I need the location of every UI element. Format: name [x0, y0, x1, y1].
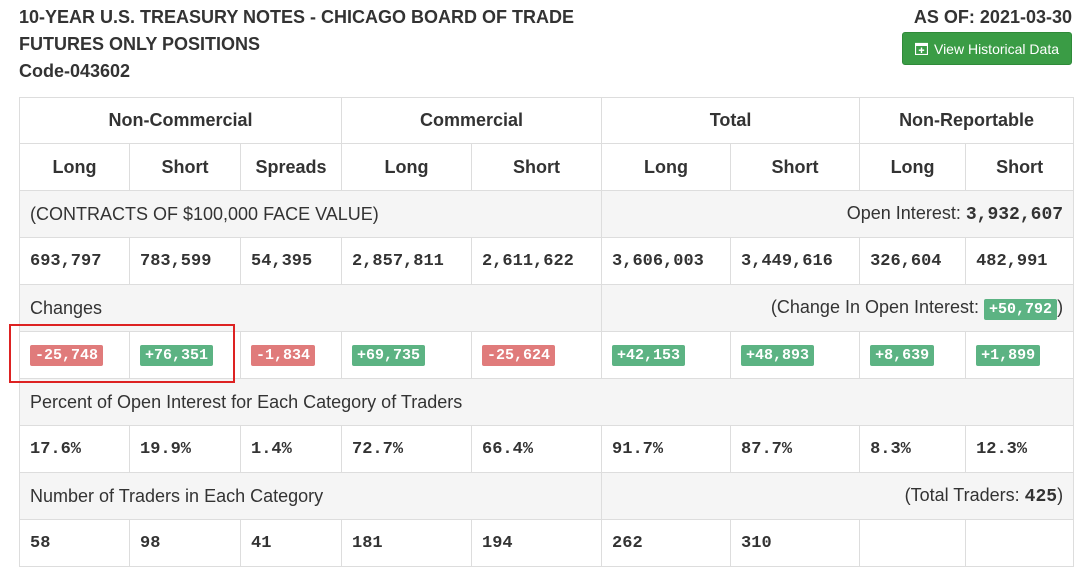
table-cell: 3,606,003 — [601, 237, 732, 285]
group-header-commercial: Commercial — [341, 97, 603, 144]
title-line-2: FUTURES ONLY POSITIONS — [19, 34, 261, 54]
table-cell: 181 — [341, 519, 473, 567]
col-header: Short — [129, 143, 241, 191]
table-cell: 3,449,616 — [730, 237, 861, 285]
view-historical-data-label: View Historical Data — [933, 40, 1059, 57]
table-cell: 326,604 — [859, 237, 967, 285]
open-interest-change: (Change In Open Interest: +50,792) — [601, 284, 1075, 332]
total-traders-suffix: ) — [1057, 485, 1064, 505]
table-cell: 194 — [471, 519, 603, 567]
changes-label: Changes — [18, 284, 603, 332]
oi-change-badge: +50,792 — [984, 298, 1058, 320]
total-traders-value: 425 — [1024, 487, 1058, 507]
table-cell: 66.4% — [471, 425, 603, 473]
as-of-date: AS OF: 2021-03-30 — [913, 7, 1072, 27]
table-cell: +69,735 — [341, 331, 473, 379]
table-cell: 262 — [601, 519, 732, 567]
col-header: Spreads — [239, 143, 343, 191]
open-interest-label: Open Interest: — [846, 203, 966, 223]
view-historical-data-button[interactable]: View Historical Data — [902, 32, 1072, 65]
table-cell: +8,639 — [859, 331, 967, 379]
table-cell: 482,991 — [965, 237, 1075, 285]
oi-change-suffix: ) — [1057, 296, 1064, 317]
table-cell: 19.9% — [129, 425, 241, 473]
table-cell: 2,611,622 — [471, 237, 603, 285]
title-line-1: 10-YEAR U.S. TREASURY NOTES - CHICAGO BO… — [19, 7, 575, 27]
changes-row: -25,748 +76,351 -1,834 +69,735 -25,624 +… — [19, 331, 1075, 379]
table-cell: 87.7% — [730, 425, 861, 473]
table-cell: +76,351 — [129, 331, 241, 379]
table-cell: 91.7% — [601, 425, 732, 473]
table-cell: 72.7% — [341, 425, 473, 473]
changes-label-row: Changes (Change In Open Interest: +50,79… — [18, 284, 1075, 332]
table-cell: 1.4% — [239, 425, 343, 473]
col-header: Long — [341, 143, 473, 191]
table-cell: +48,893 — [730, 331, 861, 379]
table-cell: -1,834 — [239, 331, 343, 379]
table-cell: 693,797 — [19, 237, 130, 285]
traders-label-row: Number of Traders in Each Category (Tota… — [18, 472, 1075, 520]
table-cell: -25,748 — [19, 331, 130, 379]
col-header: Long — [601, 143, 732, 191]
table-cell: -25,624 — [471, 331, 603, 379]
percent-label: Percent of Open Interest for Each Catego… — [18, 378, 1075, 426]
col-header: Long — [19, 143, 130, 191]
change-badge: +48,893 — [741, 344, 815, 366]
total-traders-prefix: (Total Traders: — [904, 485, 1025, 505]
group-header-non-commercial: Non-Commercial — [18, 97, 343, 144]
open-interest-value: 3,932,607 — [965, 205, 1064, 225]
table-cell: 2,857,811 — [341, 237, 473, 285]
col-header: Short — [730, 143, 861, 191]
traders-label: Number of Traders in Each Category — [18, 472, 603, 520]
calendar-plus-icon — [914, 42, 928, 55]
change-badge: -25,624 — [482, 344, 556, 366]
change-badge: +42,153 — [612, 344, 686, 366]
change-badge: +8,639 — [870, 344, 935, 366]
change-badge: -25,748 — [30, 344, 104, 366]
change-badge: +69,735 — [352, 344, 426, 366]
table-cell: 783,599 — [129, 237, 241, 285]
oi-change-prefix: (Change In Open Interest: — [770, 296, 985, 317]
title-line-3: Code-043602 — [19, 61, 131, 81]
percent-row: 17.6% 19.9% 1.4% 72.7% 66.4% 91.7% 87.7%… — [19, 425, 1075, 473]
positions-table: Non-Commercial Commercial Total Non-Repo… — [18, 97, 1075, 567]
contracts-label: (CONTRACTS OF $100,000 FACE VALUE) — [18, 190, 603, 238]
change-badge: +1,899 — [976, 344, 1041, 366]
table-cell — [859, 519, 967, 567]
percent-label-row: Percent of Open Interest for Each Catego… — [18, 378, 1075, 426]
col-header: Short — [965, 143, 1075, 191]
table-cell: 17.6% — [19, 425, 130, 473]
traders-row: 58 98 41 181 194 262 310 — [19, 519, 1075, 567]
change-badge: +76,351 — [140, 344, 214, 366]
table-cell: +42,153 — [601, 331, 732, 379]
group-header-non-reportable: Non-Reportable — [859, 97, 1075, 144]
report-title: 10-YEAR U.S. TREASURY NOTES - CHICAGO BO… — [19, 4, 579, 85]
table-cell: +1,899 — [965, 331, 1075, 379]
contracts-label-row: (CONTRACTS OF $100,000 FACE VALUE) Open … — [18, 190, 1075, 238]
table-cell: 58 — [19, 519, 130, 567]
col-header: Short — [471, 143, 603, 191]
col-header: Long — [859, 143, 967, 191]
contracts-row: 693,797 783,599 54,395 2,857,811 2,611,6… — [19, 237, 1075, 285]
table-cell — [965, 519, 1075, 567]
table-cell: 8.3% — [859, 425, 967, 473]
table-cell: 12.3% — [965, 425, 1075, 473]
table-cell: 41 — [239, 519, 343, 567]
total-traders: (Total Traders: 425) — [601, 472, 1075, 520]
open-interest: Open Interest: 3,932,607 — [601, 190, 1075, 238]
group-header-total: Total — [601, 97, 861, 144]
table-cell: 54,395 — [239, 237, 343, 285]
change-badge: -1,834 — [251, 344, 316, 366]
table-cell: 98 — [129, 519, 241, 567]
table-cell: 310 — [730, 519, 861, 567]
